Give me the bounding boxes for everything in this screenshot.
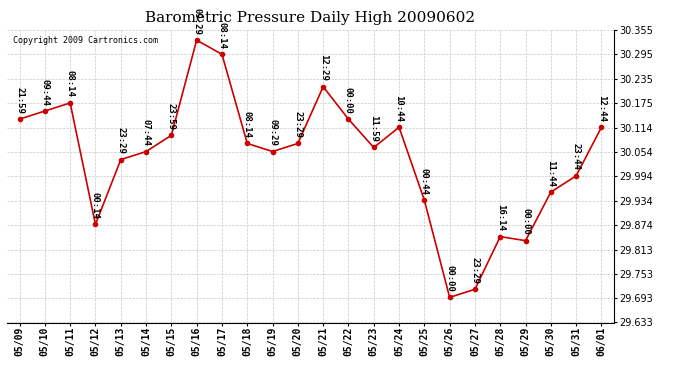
Text: 12:29: 12:29 bbox=[319, 54, 328, 81]
Text: 23:59: 23:59 bbox=[167, 103, 176, 130]
Text: 09:44: 09:44 bbox=[40, 79, 50, 105]
Text: 11:44: 11:44 bbox=[546, 160, 555, 186]
Text: 23:29: 23:29 bbox=[471, 257, 480, 284]
Text: 00:14: 00:14 bbox=[91, 192, 100, 219]
Text: 23:44: 23:44 bbox=[571, 143, 581, 170]
Text: 07:44: 07:44 bbox=[141, 119, 150, 146]
Text: 00:00: 00:00 bbox=[344, 87, 353, 114]
Text: Barometric Pressure Daily High 20090602: Barometric Pressure Daily High 20090602 bbox=[146, 11, 475, 25]
Text: Copyright 2009 Cartronics.com: Copyright 2009 Cartronics.com bbox=[13, 36, 158, 45]
Text: 16:14: 16:14 bbox=[495, 204, 505, 231]
Text: 00:44: 00:44 bbox=[420, 168, 429, 195]
Text: 09:29: 09:29 bbox=[268, 119, 277, 146]
Text: 00:00: 00:00 bbox=[445, 265, 454, 292]
Text: 08:14: 08:14 bbox=[243, 111, 252, 138]
Text: 09:29: 09:29 bbox=[192, 8, 201, 34]
Text: 10:44: 10:44 bbox=[395, 95, 404, 122]
Text: 23:29: 23:29 bbox=[116, 127, 126, 154]
Text: 08:14: 08:14 bbox=[217, 22, 226, 49]
Text: 11:59: 11:59 bbox=[369, 115, 378, 142]
Text: 08:14: 08:14 bbox=[66, 70, 75, 98]
Text: 12:44: 12:44 bbox=[597, 95, 606, 122]
Text: 21:59: 21:59 bbox=[15, 87, 24, 114]
Text: 23:29: 23:29 bbox=[293, 111, 302, 138]
Text: 00:00: 00:00 bbox=[521, 208, 530, 235]
